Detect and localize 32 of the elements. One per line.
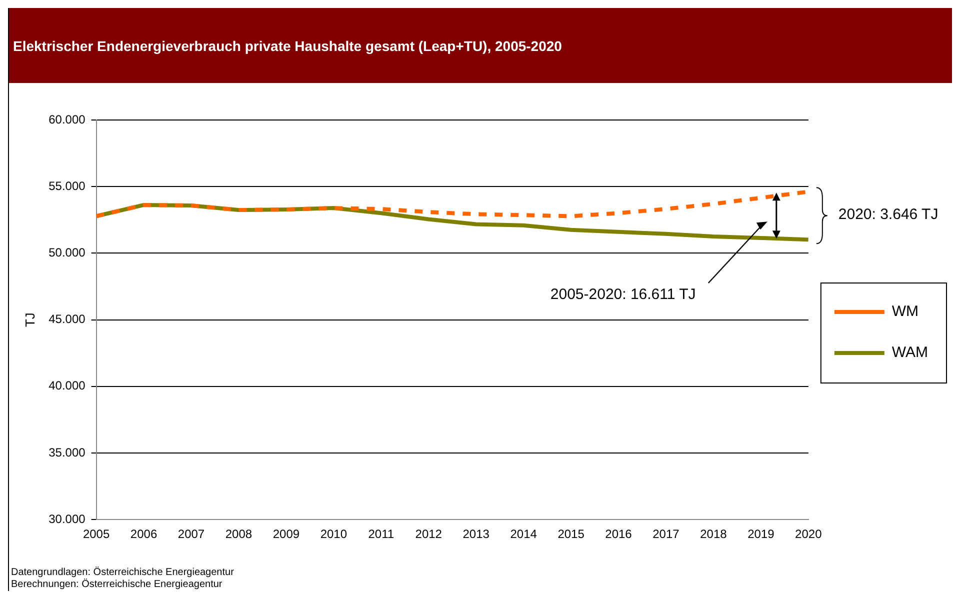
y-tick-label: 30.000 [48,512,86,526]
legend-label: WAM [892,344,928,362]
x-tick-label: 2010 [320,527,348,542]
x-tick-label: 2013 [462,527,490,542]
y-tick-label: 60.000 [48,112,86,126]
y-tick-label: 35.000 [48,445,86,460]
x-tick-label: 2005 [82,527,110,542]
x-tick-label: 2007 [178,527,205,542]
y-axis-title: TJ [22,312,38,328]
text: 2020: 3.646 TJ [838,206,938,223]
x-tick-label: 2014 [510,527,538,542]
annotation: 2005-2020: 16.611 TJ [550,286,696,303]
line-series [96,190,808,218]
y-tick-label: 50.000 [48,246,86,260]
x-tick-label: 2009 [272,527,300,542]
y-tick-label: 55.000 [48,178,86,193]
x-tick-label: 2017 [652,527,680,542]
text: Berechnungen: Österreichische Energieagentur [11,579,224,591]
x-tick-label: 2012 [415,527,442,542]
x-tick-label: 2006 [130,527,158,542]
x-tick-label: 2019 [748,527,775,542]
x-tick-label: 2011 [368,527,394,542]
legend-label: WM [892,303,919,320]
chart-title: Elektrischer Endenergieverbrauch private Haushalte gesamt (Leap+TU), 2005-2020 [9,8,952,83]
x-tick-label: 2015 [558,527,585,542]
y-tick-label: 40.000 [48,378,86,393]
x-tick-label: 2008 [225,527,252,542]
x-tick-label: 2020 [795,527,822,542]
y-tick-label: 45.000 [48,312,86,326]
text: Datengrundlagen: Österreichische Energieagentur [11,567,235,578]
x-tick-label: 2016 [605,527,632,542]
x-tick-label: 2018 [700,527,728,542]
